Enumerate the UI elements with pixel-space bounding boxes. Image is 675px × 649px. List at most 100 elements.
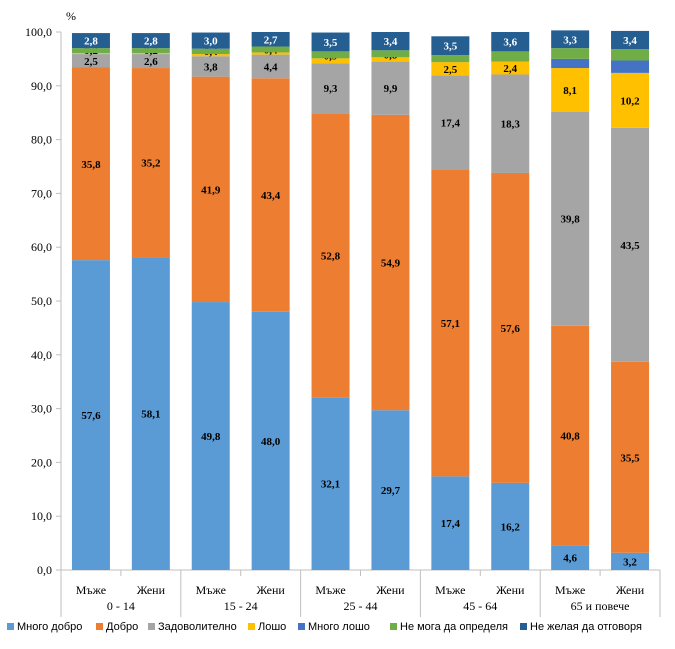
y-tick-label: 90,0 bbox=[31, 79, 52, 93]
data-label: 43,4 bbox=[261, 190, 281, 202]
bar-segment bbox=[191, 56, 230, 77]
bar-segment bbox=[191, 54, 230, 57]
bar-segment bbox=[551, 111, 590, 326]
y-tick-label: 80,0 bbox=[31, 133, 52, 147]
x-category-label: Мъже bbox=[315, 583, 345, 597]
data-label: 18,3 bbox=[501, 119, 521, 131]
y-tick-label: 40,0 bbox=[31, 348, 52, 362]
bar-segment bbox=[251, 54, 290, 79]
legend-entry-label: Много добро bbox=[17, 621, 82, 633]
data-label: 39,8 bbox=[561, 214, 581, 226]
bar-segment bbox=[311, 63, 350, 114]
data-label: 3,6 bbox=[503, 37, 517, 49]
x-group-label: 25 - 44 bbox=[344, 599, 378, 613]
data-label: 3,5 bbox=[443, 41, 457, 53]
y-unit-label: % bbox=[66, 9, 76, 23]
data-label: 2,8 bbox=[84, 36, 98, 48]
y-tick-label: 10,0 bbox=[31, 509, 52, 523]
bar-segment bbox=[311, 58, 350, 64]
data-label: 8,1 bbox=[563, 85, 577, 97]
bar-segment bbox=[71, 33, 110, 49]
data-label: 57,1 bbox=[441, 318, 460, 330]
bar-segment bbox=[611, 127, 650, 362]
bar-segment bbox=[491, 32, 530, 52]
x-category-label: Жени bbox=[496, 583, 525, 597]
legend-swatch bbox=[298, 623, 305, 630]
bar-segment bbox=[131, 52, 170, 55]
data-label: 3,2 bbox=[623, 556, 637, 568]
legend-entry-label: Много лошо bbox=[308, 621, 370, 633]
bar-segment bbox=[251, 78, 290, 312]
data-label: 2,5 bbox=[443, 64, 457, 76]
legend-entry-label: Задоволително bbox=[158, 621, 237, 633]
x-group-label: 15 - 24 bbox=[224, 599, 258, 613]
data-label: 3,4 bbox=[623, 35, 637, 47]
legend-entry-label: Не мога да определя bbox=[400, 621, 508, 633]
bar-segment bbox=[371, 50, 410, 58]
bar-segment bbox=[251, 46, 290, 53]
x-category-label: Жени bbox=[376, 583, 405, 597]
data-label: 49,8 bbox=[201, 431, 221, 443]
y-tick-label: 30,0 bbox=[31, 402, 52, 416]
x-category-label: Мъже bbox=[435, 583, 465, 597]
data-label: 17,4 bbox=[441, 117, 461, 129]
y-tick-label: 70,0 bbox=[31, 186, 52, 200]
y-tick-label: 20,0 bbox=[31, 455, 52, 469]
data-label: 35,5 bbox=[620, 452, 640, 464]
bar-segment bbox=[71, 52, 110, 55]
data-label: 54,9 bbox=[381, 258, 401, 270]
bar-segment bbox=[191, 32, 230, 49]
data-label: 3,3 bbox=[563, 34, 577, 46]
legend-swatch bbox=[7, 623, 14, 630]
bar-segment bbox=[371, 57, 410, 62]
x-category-label: Жени bbox=[137, 583, 166, 597]
legend-swatch bbox=[248, 623, 255, 630]
data-label: 4,6 bbox=[563, 553, 577, 565]
bar-segment bbox=[491, 51, 530, 62]
bar-segment bbox=[611, 49, 650, 61]
bar-segment bbox=[251, 311, 290, 570]
data-label: 57,6 bbox=[81, 410, 101, 422]
data-label: 9,3 bbox=[324, 83, 338, 95]
bar-segment bbox=[611, 30, 650, 50]
bar-segment bbox=[431, 55, 470, 63]
x-group-label: 45 - 64 bbox=[463, 599, 497, 613]
data-label: 29,7 bbox=[381, 485, 401, 497]
bar-segment bbox=[371, 410, 410, 570]
data-label: 3,4 bbox=[384, 36, 398, 48]
bar-segment bbox=[131, 48, 170, 53]
legend-entry-label: Лошо bbox=[258, 621, 286, 633]
data-label: 52,8 bbox=[321, 250, 341, 262]
data-label: 48,0 bbox=[261, 436, 281, 448]
bar-segment bbox=[491, 172, 530, 483]
y-tick-label: 0,0 bbox=[37, 563, 52, 577]
bar-segment bbox=[311, 51, 350, 59]
bar-segment bbox=[551, 58, 590, 69]
bar-segment bbox=[311, 32, 350, 52]
bar-segment bbox=[431, 169, 470, 477]
legend-swatch bbox=[520, 623, 527, 630]
y-tick-label: 50,0 bbox=[31, 294, 52, 308]
data-label: 32,1 bbox=[321, 479, 340, 491]
bar-segment bbox=[371, 32, 410, 51]
x-category-label: Жени bbox=[616, 583, 645, 597]
bar-segment bbox=[131, 68, 170, 258]
legend-swatch bbox=[390, 623, 397, 630]
bar-segment bbox=[611, 60, 650, 73]
legend-swatch bbox=[148, 623, 155, 630]
data-label: 41,9 bbox=[201, 184, 221, 196]
data-label: 4,4 bbox=[264, 61, 278, 73]
bar-segment bbox=[71, 67, 110, 261]
data-label: 3,8 bbox=[204, 61, 218, 73]
y-tick-label: 60,0 bbox=[31, 240, 52, 254]
bar-segment bbox=[491, 61, 530, 75]
data-label: 58,1 bbox=[141, 409, 160, 421]
x-category-label: Мъже bbox=[76, 583, 106, 597]
data-label: 2,6 bbox=[144, 56, 158, 68]
bar-segment bbox=[611, 72, 650, 128]
legend-entry-label: Добро bbox=[106, 621, 138, 633]
bar-segment bbox=[191, 302, 230, 570]
bar-segment bbox=[551, 30, 590, 49]
